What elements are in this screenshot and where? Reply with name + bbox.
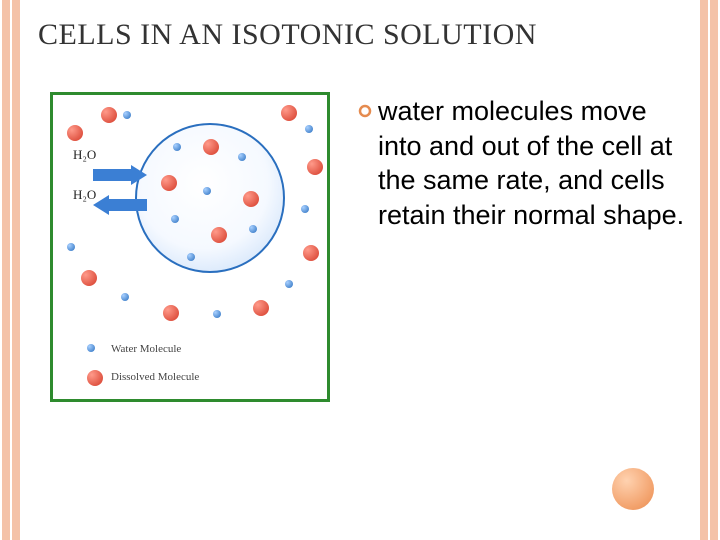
solute-dot — [211, 227, 227, 243]
bullet-text: water molecules move into and out of the… — [378, 94, 686, 232]
water-dot — [67, 243, 75, 251]
isotonic-diagram: H₂O H₂O — [50, 92, 330, 402]
solute-dot — [307, 159, 323, 175]
slide: CELLS IN AN ISOTONIC SOLUTION H₂O H₂O — [22, 0, 698, 540]
water-dot — [171, 215, 179, 223]
water-dot — [187, 253, 195, 261]
arrow-out — [93, 195, 147, 215]
arrow-in — [93, 165, 147, 185]
solute-dot — [303, 245, 319, 261]
water-dot — [213, 310, 221, 318]
ring-bullet-icon — [358, 104, 372, 118]
solute-dot — [281, 105, 297, 121]
legend-solute: Dissolved Molecule — [111, 371, 199, 383]
water-dot — [123, 111, 131, 119]
water-dot — [285, 280, 293, 288]
solute-dot — [243, 191, 259, 207]
decor-stripe-left — [0, 0, 22, 540]
solute-dot — [163, 305, 179, 321]
decor-stripe-right — [698, 0, 720, 540]
label-h2o-out: H₂O — [73, 187, 96, 203]
water-dot-icon — [87, 344, 95, 352]
legend-water: Water Molecule — [111, 343, 181, 355]
label-h2o-in: H₂O — [73, 147, 96, 163]
water-dot — [238, 153, 246, 161]
legend-solute-label: Dissolved Molecule — [111, 371, 199, 383]
legend-water-label: Water Molecule — [111, 343, 181, 355]
solute-dot-icon — [87, 370, 103, 386]
water-dot — [121, 293, 129, 301]
water-dot — [173, 143, 181, 151]
water-dot — [301, 205, 309, 213]
water-dot — [249, 225, 257, 233]
water-dot — [305, 125, 313, 133]
solute-dot — [81, 270, 97, 286]
solute-dot — [101, 107, 117, 123]
solute-dot — [203, 139, 219, 155]
solute-dot — [253, 300, 269, 316]
bullet-item: water molecules move into and out of the… — [358, 94, 686, 232]
page-title: CELLS IN AN ISOTONIC SOLUTION — [38, 18, 698, 52]
accent-circle-icon — [612, 468, 654, 510]
solute-dot — [161, 175, 177, 191]
bullet-block: water molecules move into and out of the… — [358, 92, 686, 232]
water-dot — [203, 187, 211, 195]
solute-dot — [67, 125, 83, 141]
content-row: H₂O H₂O — [22, 92, 698, 402]
